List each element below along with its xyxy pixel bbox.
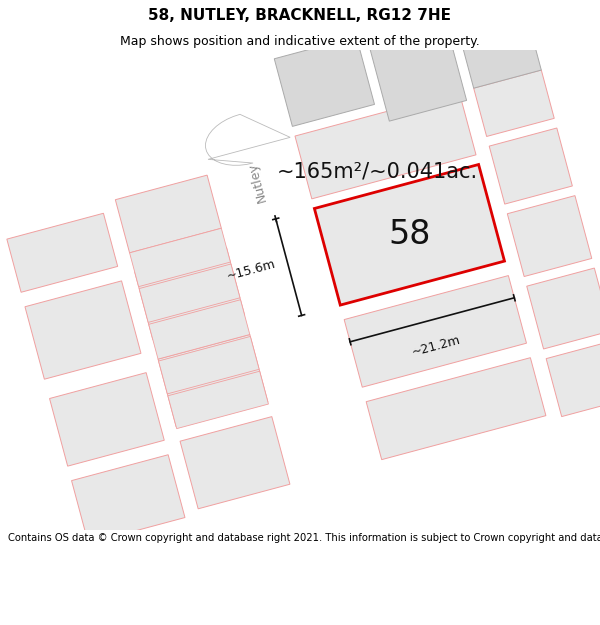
Polygon shape [135, 248, 245, 340]
Polygon shape [205, 127, 378, 488]
Text: Nutley: Nutley [246, 161, 269, 204]
Polygon shape [366, 357, 546, 459]
Polygon shape [7, 213, 118, 292]
Polygon shape [139, 264, 240, 322]
Polygon shape [344, 276, 526, 388]
Polygon shape [473, 70, 554, 136]
Text: ~15.6m: ~15.6m [225, 258, 277, 283]
Polygon shape [50, 372, 164, 466]
Polygon shape [158, 336, 259, 394]
Polygon shape [168, 371, 268, 429]
Polygon shape [180, 417, 290, 509]
Text: 58, NUTLEY, BRACKNELL, RG12 7HE: 58, NUTLEY, BRACKNELL, RG12 7HE [149, 8, 452, 22]
Polygon shape [65, 311, 600, 476]
Polygon shape [508, 196, 592, 276]
Polygon shape [130, 228, 230, 287]
Polygon shape [0, 50, 600, 530]
Polygon shape [158, 334, 268, 427]
Polygon shape [546, 341, 600, 417]
Polygon shape [295, 92, 476, 199]
Polygon shape [314, 164, 505, 305]
Text: 58: 58 [388, 218, 431, 251]
Text: ~165m²/~0.041ac.: ~165m²/~0.041ac. [277, 162, 478, 182]
Polygon shape [45, 234, 600, 399]
Polygon shape [489, 128, 572, 204]
Text: Contains OS data © Crown copyright and database right 2021. This information is : Contains OS data © Crown copyright and d… [8, 533, 600, 543]
Text: ~21.2m: ~21.2m [410, 333, 462, 359]
Polygon shape [274, 37, 374, 126]
Polygon shape [527, 268, 600, 349]
Polygon shape [453, 0, 541, 88]
Text: Map shows position and indicative extent of the property.: Map shows position and indicative extent… [120, 34, 480, 48]
Polygon shape [115, 175, 221, 253]
Polygon shape [149, 300, 250, 359]
Polygon shape [366, 14, 467, 121]
Polygon shape [206, 114, 290, 165]
Polygon shape [25, 161, 581, 326]
Polygon shape [25, 281, 141, 379]
Polygon shape [71, 455, 185, 543]
